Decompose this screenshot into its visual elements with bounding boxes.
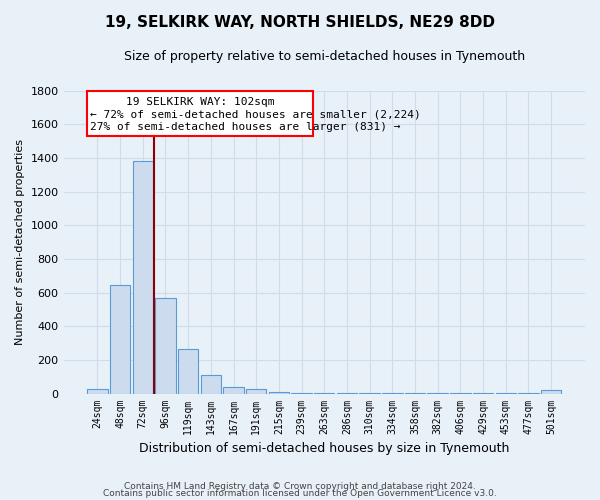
Bar [155, 298, 176, 394]
Bar [269, 392, 289, 394]
Bar [246, 390, 266, 394]
Text: 19 SELKIRK WAY: 102sqm: 19 SELKIRK WAY: 102sqm [126, 98, 274, 108]
Text: Contains HM Land Registry data © Crown copyright and database right 2024.: Contains HM Land Registry data © Crown c… [124, 482, 476, 491]
Bar [223, 387, 244, 394]
Text: 27% of semi-detached houses are larger (831) →: 27% of semi-detached houses are larger (… [89, 122, 400, 132]
Bar [314, 393, 334, 394]
Text: ← 72% of semi-detached houses are smaller (2,224): ← 72% of semi-detached houses are smalle… [89, 109, 420, 119]
FancyBboxPatch shape [87, 90, 313, 136]
Bar [292, 392, 312, 394]
Bar [110, 285, 130, 394]
Text: Contains public sector information licensed under the Open Government Licence v3: Contains public sector information licen… [103, 490, 497, 498]
Bar [541, 390, 561, 394]
X-axis label: Distribution of semi-detached houses by size in Tynemouth: Distribution of semi-detached houses by … [139, 442, 509, 455]
Bar [87, 388, 107, 394]
Bar [133, 162, 153, 394]
Bar [178, 349, 199, 394]
Text: 19, SELKIRK WAY, NORTH SHIELDS, NE29 8DD: 19, SELKIRK WAY, NORTH SHIELDS, NE29 8DD [105, 15, 495, 30]
Title: Size of property relative to semi-detached houses in Tynemouth: Size of property relative to semi-detach… [124, 50, 525, 63]
Bar [200, 375, 221, 394]
Y-axis label: Number of semi-detached properties: Number of semi-detached properties [15, 139, 25, 345]
